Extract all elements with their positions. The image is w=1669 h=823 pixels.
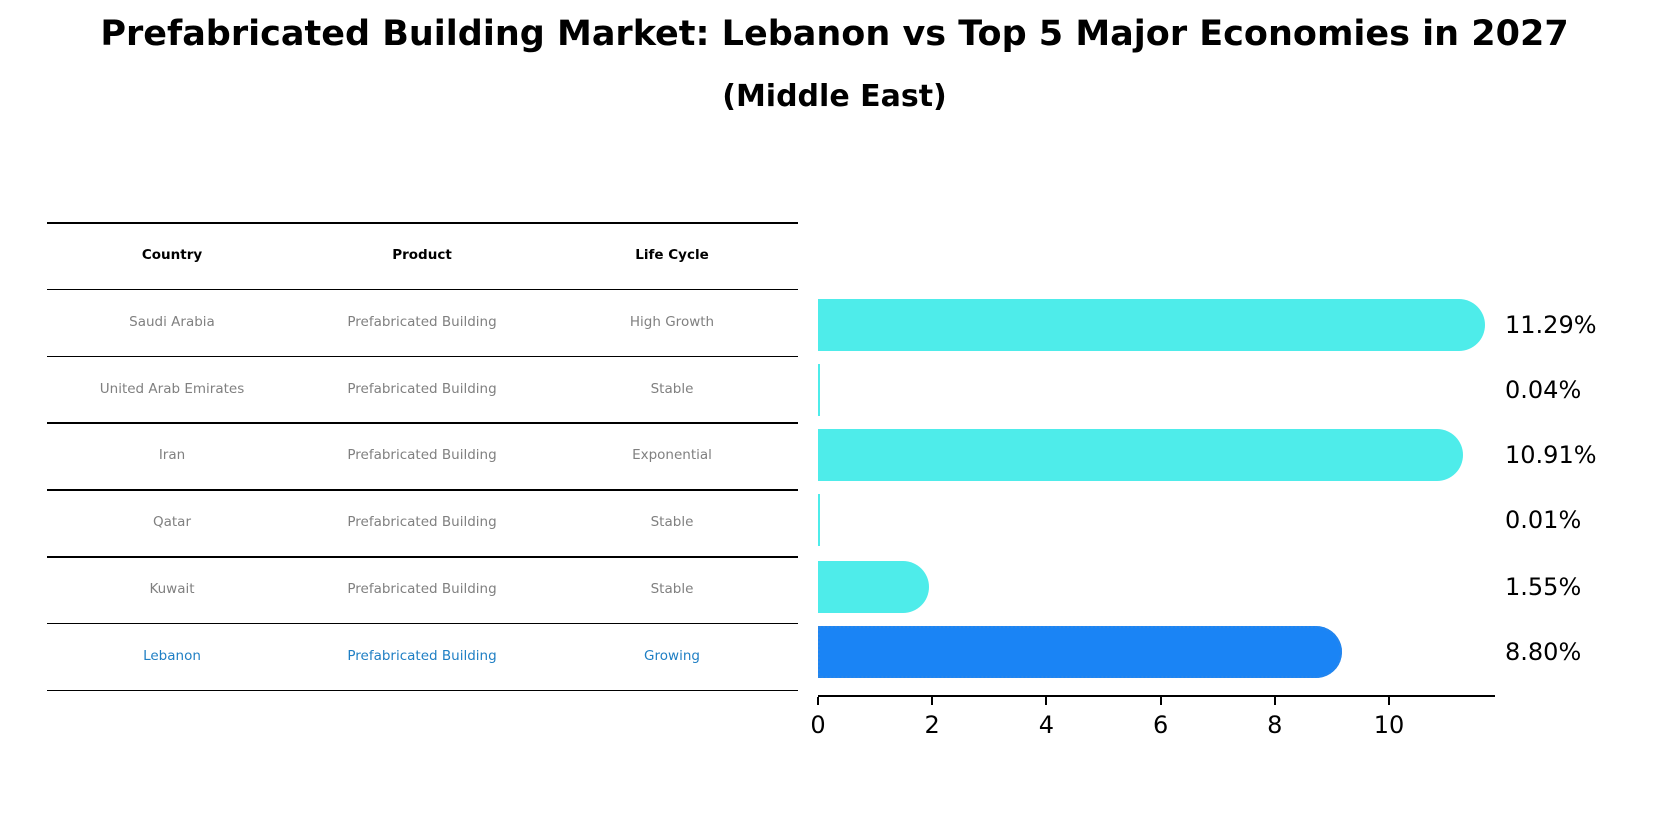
table-row: Qatar Prefabricated Building Stable	[47, 489, 798, 555]
table-rule	[47, 489, 798, 491]
chart-title: Prefabricated Building Market: Lebanon v…	[100, 14, 1569, 54]
column-header: Life Cycle	[635, 247, 709, 263]
bar-lebanon	[818, 626, 1343, 678]
table-row: United Arab Emirates Prefabricated Buildi…	[47, 356, 798, 422]
bar-qatar	[818, 494, 820, 546]
table-cell: Prefabricated Building	[347, 447, 497, 464]
x-tick-label: 8	[1267, 711, 1283, 739]
x-tick-label: 10	[1373, 711, 1405, 739]
value-label: 11.29%	[1505, 311, 1597, 339]
table-cell: Stable	[650, 380, 694, 397]
value-label: 0.01%	[1505, 506, 1582, 534]
table-cell: Prefabricated Building	[347, 581, 497, 597]
table-row: Iran Prefabricated Building Exponential	[47, 422, 798, 488]
bar-united-arab-emirates	[818, 364, 821, 416]
x-tick-label: 2	[924, 711, 940, 739]
table-cell: High Growth	[629, 313, 715, 330]
x-axis-line	[818, 695, 1495, 697]
table-rule	[47, 355, 798, 358]
table-cell: Prefabricated Building	[347, 380, 497, 397]
table-cell: Stable	[650, 514, 694, 531]
table-rule	[47, 222, 798, 224]
table-header-row: Country Product Life Cycle	[47, 222, 798, 288]
x-tick	[1273, 697, 1276, 705]
table-cell: Prefabricated Building	[347, 647, 497, 664]
column-header: Country	[141, 247, 203, 263]
table-rule	[47, 622, 798, 625]
table-cell: Exponential	[632, 447, 712, 464]
x-tick	[817, 697, 819, 705]
table-rule	[47, 556, 798, 558]
table-cell: Qatar	[152, 514, 192, 531]
value-label: 10.91%	[1505, 441, 1597, 469]
table-cell: Lebanon	[143, 647, 201, 664]
table-cell: Prefabricated Building	[347, 313, 497, 330]
table-rule	[47, 689, 798, 692]
table-rule	[47, 422, 798, 424]
x-tick-label: 4	[1038, 711, 1055, 739]
value-label: 8.80%	[1505, 638, 1582, 666]
table-rule	[47, 288, 798, 291]
table-cell: Prefabricated Building	[347, 514, 497, 531]
table-row: Lebanon Prefabricated Building Growing	[47, 623, 798, 689]
table-cell: Stable	[650, 581, 694, 597]
x-tick	[1388, 697, 1390, 705]
x-tick	[1159, 697, 1162, 705]
value-label: 0.04%	[1505, 376, 1582, 404]
x-tick-label: 0	[810, 711, 826, 739]
table-cell: Saudi Arabia	[129, 313, 215, 330]
table-cell: Iran	[158, 447, 186, 464]
x-tick	[1045, 697, 1048, 705]
table-cell: United Arab Emirates	[99, 380, 245, 397]
bar-iran	[818, 429, 1463, 481]
value-label: 1.55%	[1505, 573, 1582, 601]
table-row: Kuwait Prefabricated Building Stable	[47, 556, 798, 622]
table-row: Saudi Arabia Prefabricated Building High G…	[47, 289, 798, 355]
chart-subtitle: (Middle East)	[722, 79, 947, 114]
table-cell: Growing	[644, 647, 700, 664]
bar-saudi-arabia	[818, 299, 1485, 351]
x-tick-label: 6	[1152, 711, 1169, 739]
x-tick	[931, 697, 934, 705]
table-cell: Kuwait	[149, 581, 195, 597]
column-header: Product	[392, 247, 452, 263]
bar-kuwait	[818, 561, 929, 613]
